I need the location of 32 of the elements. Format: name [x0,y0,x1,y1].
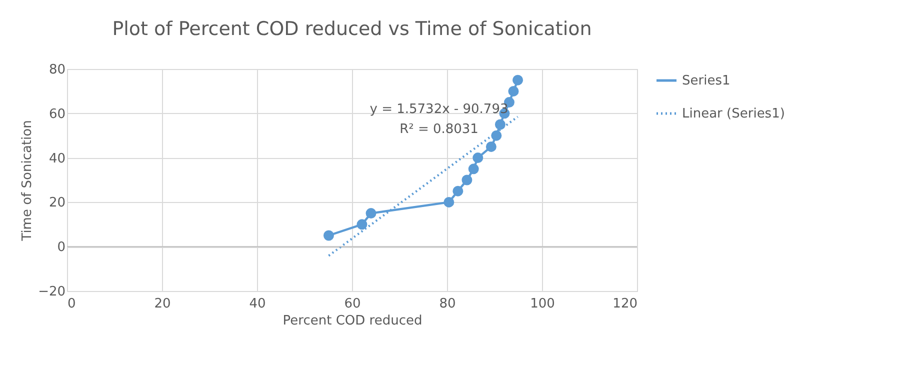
point [366,208,376,219]
x-tick-label: 40 [249,296,266,312]
point [444,196,454,208]
point [512,74,524,86]
x-tick-label: 120 [612,296,638,312]
point [508,86,519,96]
x-tick-label: 20 [154,296,171,312]
y-tick-label: 20 [48,196,66,211]
y-tick-label: 0 [57,240,66,256]
y-tick-label: 80 [48,62,66,78]
chart-title: Plot of Percent COD reduced vs Time of Sonication [112,18,592,40]
legend-label: Series1 [682,74,730,88]
x-axis-title: Percent COD reduced [282,314,422,328]
y-tick-label: 40 [48,151,66,166]
point [472,152,484,164]
y-tick-label: 60 [48,106,66,122]
x-tick-label: 100 [530,296,555,312]
y-axis-title: Time of Sonication [20,120,36,242]
annotation: R² = 0.8031 [400,122,478,137]
y-tick-label: −20 [38,284,66,300]
point [323,230,334,241]
x-tick-label: 0 [68,296,76,312]
point [486,141,496,152]
point [356,219,368,230]
point [491,130,502,141]
point [468,164,479,174]
point [494,119,506,130]
point [452,186,464,196]
legend-label: Linear (Series1) [682,106,785,122]
x-tick-label: 60 [344,296,361,312]
x-tick-label: 80 [439,296,456,312]
point [462,174,472,186]
